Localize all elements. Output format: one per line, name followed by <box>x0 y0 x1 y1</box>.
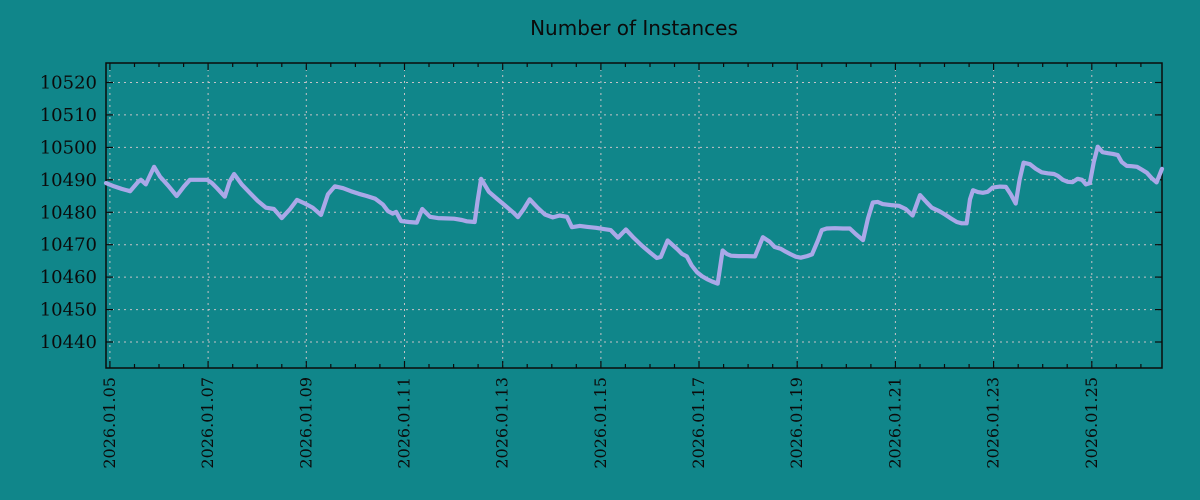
y-tick-label: 10460 <box>40 267 97 288</box>
y-tick-label: 10480 <box>40 202 97 223</box>
plot-border <box>105 62 1163 369</box>
x-tick-label: 2026.01.19 <box>787 377 806 469</box>
x-tick-label: 2026.01.11 <box>395 377 414 469</box>
x-tick-label: 2026.01.17 <box>689 377 708 469</box>
x-tick-label: 2026.01.13 <box>493 377 512 469</box>
series-line <box>103 144 1165 286</box>
x-tick-label: 2026.01.23 <box>984 377 1003 469</box>
chart-title: Number of Instances <box>530 16 738 40</box>
x-tick-label: 2026.01.07 <box>198 377 217 469</box>
y-tick-label: 10440 <box>40 332 97 353</box>
grid-layer <box>106 63 1162 368</box>
x-tick-label: 2026.01.05 <box>100 377 119 469</box>
y-tick-label: 10520 <box>40 73 97 94</box>
y-tick-label: 10470 <box>40 235 97 256</box>
x-tick-label: 2026.01.21 <box>885 377 904 469</box>
y-tick-label: 10510 <box>40 105 97 126</box>
x-tick-label: 2026.01.15 <box>591 377 610 469</box>
y-tick-label: 10500 <box>40 137 97 158</box>
x-tick-label: 2026.01.25 <box>1082 377 1101 469</box>
y-tick-label: 10490 <box>40 170 97 191</box>
x-tick-label: 2026.01.09 <box>296 377 315 469</box>
axis-ticks <box>106 63 1162 368</box>
y-tick-label: 10450 <box>40 300 97 321</box>
